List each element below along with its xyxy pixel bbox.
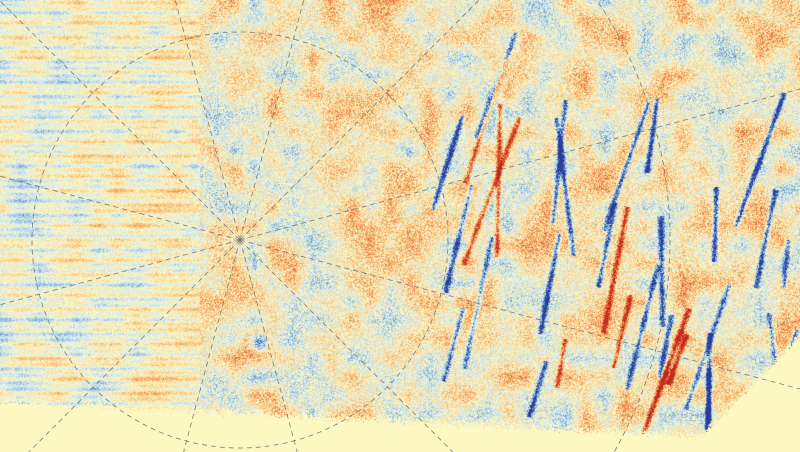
grid-spoke	[174, 0, 241, 241]
grid-spoke	[239, 88, 800, 241]
grid-spoke	[239, 239, 800, 390]
grid-spoke	[0, 0, 241, 241]
grid-spoke	[239, 239, 454, 452]
grid-spoke	[0, 175, 241, 241]
grid-spoke	[183, 239, 241, 452]
grid-spoke	[0, 239, 241, 306]
grid-circle	[31, 31, 449, 449]
grid-circle	[598, 2, 671, 452]
grid-spoke	[239, 239, 298, 452]
grid-spoke	[239, 0, 480, 241]
grid-spoke	[239, 0, 305, 241]
grid-spoke	[28, 239, 241, 452]
